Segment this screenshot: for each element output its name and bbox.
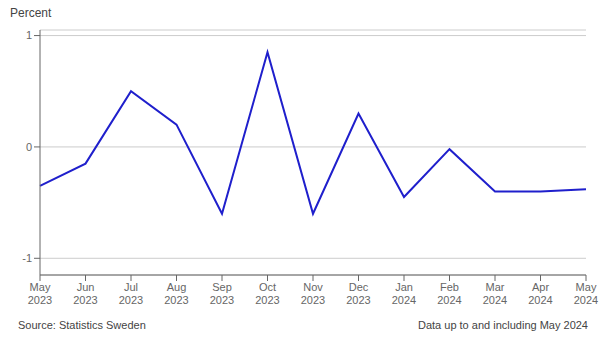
svg-text:Apr2024: Apr2024 [528,281,552,306]
svg-text:Mar2024: Mar2024 [483,281,507,306]
svg-text:-1: -1 [22,252,32,264]
html-text:Source: Statistics Sweden: Source: Statistics Sweden [18,319,146,331]
svg-text:Feb2024: Feb2024 [437,281,461,306]
svg-text:Jun2023: Jun2023 [73,281,97,306]
svg-text:Nov2023: Nov2023 [301,281,325,306]
svg-text:0: 0 [26,141,32,153]
svg-text:May2023: May2023 [28,281,52,306]
svg-text:1: 1 [26,29,32,41]
svg-text:Jan2024: Jan2024 [392,281,416,306]
svg-text:May2024: May2024 [574,281,598,306]
svg-text:Jul2023: Jul2023 [119,281,143,306]
svg-text:Aug2023: Aug2023 [164,281,188,306]
html-text:Percent: Percent [10,6,52,20]
svg-text:Sep2023: Sep2023 [210,281,234,306]
svg-text:Dec2023: Dec2023 [346,281,370,306]
svg-text:Oct2023: Oct2023 [255,281,279,306]
html-text:Data up to and including May 2: Data up to and including May 2024 [418,319,588,331]
